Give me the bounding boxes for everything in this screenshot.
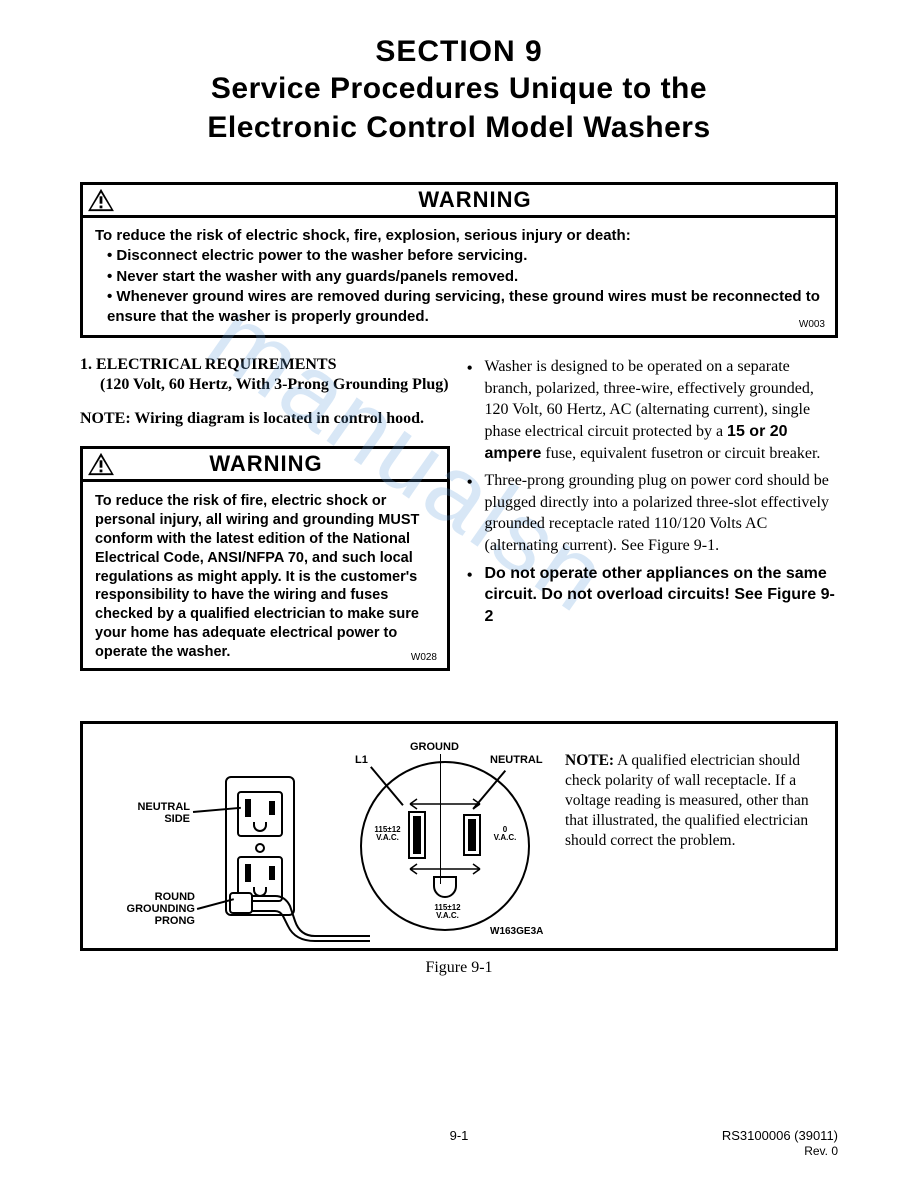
section-number: SECTION 9 [60, 35, 858, 69]
label-neutral-side: NEUTRALSIDE [130, 801, 190, 825]
bullet-1: Washer is designed to be operated on a s… [485, 356, 839, 464]
warning-body-secondary: To reduce the risk of fire, electric sho… [83, 482, 447, 668]
warning-box-main: WARNING To reduce the risk of electric s… [80, 182, 838, 338]
figure-note: NOTE: A qualified electrician should che… [555, 736, 823, 936]
section-title-line1: Service Procedures Unique to the [60, 69, 858, 108]
warning-intro: To reduce the risk of electric shock, fi… [95, 226, 823, 246]
warning-triangle-icon [87, 452, 115, 476]
warning-bullet-2: Never start the washer with any guards/p… [107, 267, 823, 287]
bullet-2: Three-prong grounding plug on power cord… [485, 470, 839, 556]
warning-triangle-icon [87, 188, 115, 212]
label-v3: 115±12V.A.C. [430, 904, 465, 920]
outlet-diagram: NEUTRALSIDE ROUNDGROUNDINGPRONG L1 GROUN… [95, 736, 555, 936]
page-footer: 9-1 RS3100006 (39011) Rev. 0 [0, 1128, 918, 1158]
left-column: 1. ELECTRICAL REQUIREMENTS (120 Volt, 60… [80, 356, 452, 671]
warning-header-secondary: WARNING [83, 449, 447, 482]
page-header: SECTION 9 Service Procedures Unique to t… [60, 35, 858, 147]
requirements-header: 1. ELECTRICAL REQUIREMENTS [80, 356, 452, 374]
figure-caption: Figure 9-1 [60, 959, 858, 977]
wiring-note: NOTE: Wiring diagram is located in contr… [80, 410, 452, 428]
warning-header: WARNING [83, 185, 835, 218]
warning-bullet-1: Disconnect electric power to the washer … [107, 246, 823, 266]
warning-body: To reduce the risk of electric shock, fi… [83, 218, 835, 335]
right-column: Washer is designed to be operated on a s… [467, 356, 839, 671]
page-number: 9-1 [450, 1128, 469, 1143]
requirements-sub: (120 Volt, 60 Hertz, With 3-Prong Ground… [80, 376, 452, 394]
two-column-content: 1. ELECTRICAL REQUIREMENTS (120 Volt, 60… [60, 356, 858, 671]
warning-code: W003 [799, 318, 825, 332]
label-v2: 0V.A.C. [490, 826, 520, 842]
figure-9-1: NEUTRALSIDE ROUNDGROUNDINGPRONG L1 GROUN… [80, 721, 838, 951]
label-ground: GROUND [410, 741, 459, 753]
label-l1: L1 [355, 754, 368, 766]
warning-bullet-3: Whenever ground wires are removed during… [107, 287, 823, 328]
label-round-ground: ROUNDGROUNDINGPRONG [115, 891, 195, 927]
label-v1: 115±12V.A.C. [370, 826, 405, 842]
warning-title-secondary: WARNING [115, 451, 447, 477]
section-title-line2: Electronic Control Model Washers [60, 108, 858, 147]
label-neutral: NEUTRAL [490, 754, 543, 766]
diagram-code: W163GE3A [490, 926, 543, 937]
bullet-3: Do not operate other appliances on the s… [485, 563, 839, 628]
warning-box-secondary: WARNING To reduce the risk of fire, elec… [80, 446, 450, 671]
warning-code-secondary: W028 [411, 651, 437, 664]
warning-title: WARNING [115, 187, 835, 213]
document-id: RS3100006 (39011) Rev. 0 [722, 1128, 838, 1158]
